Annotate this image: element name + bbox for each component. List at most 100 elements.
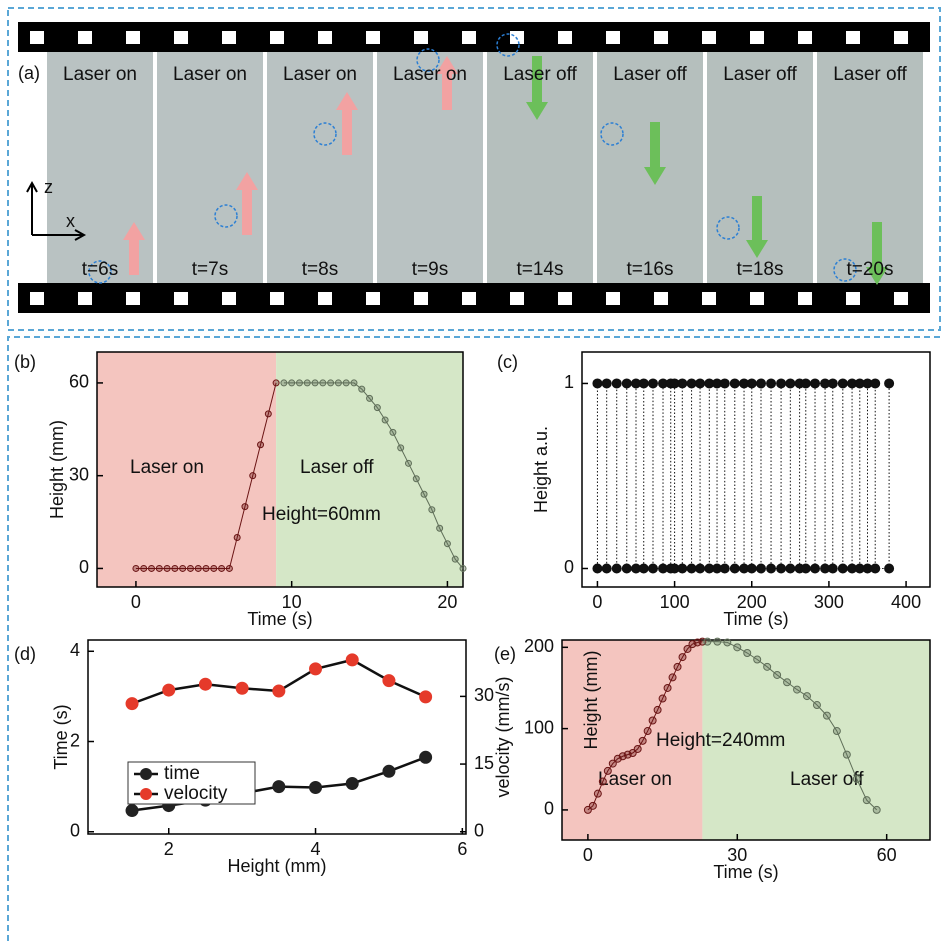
perforation: [654, 292, 668, 305]
point: [852, 775, 861, 784]
plot-frame: [96, 351, 464, 588]
y-tick-label: 0: [70, 820, 80, 840]
perforation: [222, 292, 236, 305]
point: [179, 564, 187, 572]
point: [810, 378, 821, 389]
point: [327, 379, 335, 387]
legend-label: velocity: [164, 783, 228, 804]
x-axis-label: Time (s): [247, 609, 312, 629]
frame: [157, 52, 263, 283]
perforation: [654, 31, 668, 44]
point: [753, 655, 762, 664]
arrow: [123, 222, 145, 275]
perforation: [30, 31, 44, 44]
arrow: [866, 222, 888, 285]
point: [593, 789, 602, 798]
y-tick-label: 30: [69, 464, 89, 484]
x-tick-label: 10: [282, 592, 302, 612]
point: [837, 378, 848, 389]
frame-status: Laser on: [173, 64, 247, 85]
point: [832, 727, 841, 736]
point: [776, 378, 787, 389]
point: [233, 534, 241, 542]
point: [756, 378, 767, 389]
series-line: [135, 382, 277, 569]
x-tick-label: 200: [737, 592, 767, 612]
plot-frame: [561, 639, 931, 841]
annotation: Height=240mm: [656, 730, 785, 751]
point: [210, 564, 218, 572]
perforation: [318, 292, 332, 305]
shade-region: [276, 352, 463, 587]
point: [766, 563, 777, 574]
point: [776, 563, 787, 574]
point: [309, 662, 323, 676]
perforation: [750, 31, 764, 44]
point: [677, 378, 688, 389]
perforation: [366, 292, 380, 305]
point: [381, 416, 389, 424]
frame-status: Laser off: [723, 64, 797, 85]
particle-marker: [416, 48, 440, 72]
frame-status: Laser on: [283, 64, 357, 85]
point: [132, 564, 140, 572]
y-tick-label: 0: [544, 799, 554, 819]
point: [459, 564, 467, 572]
perforation: [222, 31, 236, 44]
point: [419, 690, 433, 704]
point: [733, 643, 742, 652]
annotation: Laser off: [790, 769, 864, 790]
point: [419, 750, 433, 764]
point: [884, 378, 895, 389]
point: [350, 379, 358, 387]
shade-region: [562, 640, 703, 840]
arrow: [526, 56, 548, 120]
perforation: [558, 31, 572, 44]
panel-label: (e): [494, 644, 516, 664]
point: [264, 410, 272, 418]
y-tick-label: 4: [70, 640, 80, 660]
perforation: [126, 31, 140, 44]
point: [872, 805, 881, 814]
point: [621, 378, 632, 389]
point: [827, 378, 838, 389]
point: [186, 564, 194, 572]
point: [295, 379, 303, 387]
arrow: [746, 196, 768, 258]
particle-marker: [214, 204, 238, 228]
point: [837, 563, 848, 574]
point: [428, 506, 436, 514]
y-tick-label: 100: [524, 717, 554, 737]
perforation: [174, 292, 188, 305]
x-tick-label: 6: [457, 839, 467, 859]
axis-z: z: [44, 177, 53, 197]
annotation: Laser on: [130, 457, 204, 478]
point: [677, 563, 688, 574]
point: [592, 378, 603, 389]
point: [746, 563, 757, 574]
point: [334, 379, 342, 387]
point: [695, 378, 706, 389]
y-axis-label: Height (mm): [47, 420, 67, 519]
perforation: [702, 31, 716, 44]
point: [756, 563, 767, 574]
panel-label: (a): [18, 63, 40, 83]
point: [382, 764, 396, 778]
point: [345, 653, 359, 667]
point: [342, 379, 350, 387]
point: [601, 563, 612, 574]
shade-region: [702, 640, 930, 840]
panel-label: (b): [14, 352, 36, 372]
point: [404, 459, 412, 467]
point: [785, 563, 796, 574]
point: [638, 563, 649, 574]
point: [608, 759, 617, 768]
point: [288, 379, 296, 387]
point: [171, 564, 179, 572]
panel-label: (c): [497, 352, 518, 372]
perforation: [846, 292, 860, 305]
point: [309, 781, 323, 795]
annotation: Laser on: [598, 769, 672, 790]
arrow: [436, 56, 458, 110]
